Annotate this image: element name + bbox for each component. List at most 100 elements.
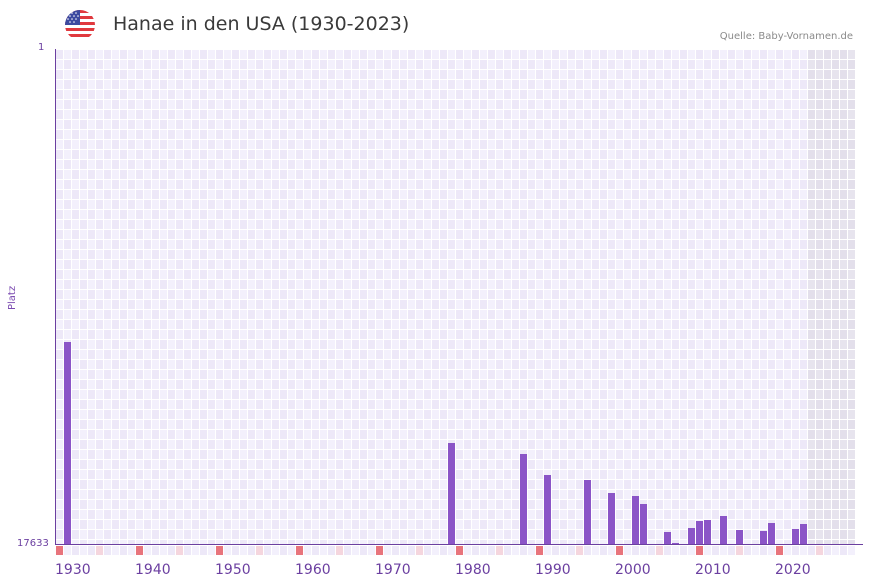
grid-cell — [192, 330, 199, 339]
grid-cell — [816, 510, 823, 519]
grid-cell — [88, 240, 95, 249]
grid-cell — [240, 160, 247, 169]
grid-cell — [64, 320, 71, 329]
grid-cell — [80, 80, 87, 89]
grid-cell — [336, 460, 343, 469]
grid-cell — [712, 460, 719, 469]
grid-cell — [240, 220, 247, 229]
grid-cell — [704, 60, 711, 69]
grid-cell — [288, 50, 295, 59]
grid-cell — [752, 50, 759, 59]
grid-cell — [104, 140, 111, 149]
grid-cell — [720, 60, 727, 69]
grid-cell — [592, 420, 599, 429]
grid-cell — [648, 370, 655, 379]
grid-cell — [544, 400, 551, 409]
grid-cell — [344, 100, 351, 109]
grid-cell — [384, 130, 391, 139]
grid-cell — [192, 390, 199, 399]
grid-cell — [248, 390, 255, 399]
grid-cell — [168, 440, 175, 449]
grid-cell — [568, 50, 575, 59]
grid-cell — [80, 330, 87, 339]
grid-cell — [104, 490, 111, 499]
grid-cell — [688, 440, 695, 449]
grid-cell — [400, 450, 407, 459]
grid-cell — [192, 240, 199, 249]
grid-cell — [536, 310, 543, 319]
grid-cell — [448, 240, 455, 249]
grid-cell — [448, 160, 455, 169]
grid-cell — [376, 370, 383, 379]
grid-cell — [88, 490, 95, 499]
grid-cell — [656, 150, 663, 159]
grid-cell — [168, 120, 175, 129]
grid-cell — [816, 360, 823, 369]
grid-cell — [704, 230, 711, 239]
grid-cell — [232, 210, 239, 219]
grid-cell — [672, 470, 679, 479]
grid-cell — [344, 520, 351, 529]
grid-cell — [328, 480, 335, 489]
grid-cell — [528, 410, 535, 419]
grid-cell — [144, 360, 151, 369]
grid-cell — [288, 220, 295, 229]
grid-cell — [160, 210, 167, 219]
grid-cell — [72, 440, 79, 449]
grid-cell — [408, 500, 415, 509]
grid-cell — [208, 150, 215, 159]
grid-cell — [680, 60, 687, 69]
grid-cell — [784, 70, 791, 79]
grid-cell — [464, 520, 471, 529]
grid-cell — [824, 180, 831, 189]
grid-cell — [520, 280, 527, 289]
grid-cell — [696, 320, 703, 329]
grid-cell — [736, 230, 743, 239]
grid-cell — [312, 70, 319, 79]
grid-cell — [640, 390, 647, 399]
grid-cell — [200, 130, 207, 139]
grid-cell — [312, 80, 319, 89]
grid-cell — [504, 180, 511, 189]
grid-cell — [368, 250, 375, 259]
grid-cell — [280, 460, 287, 469]
grid-cell — [120, 410, 127, 419]
grid-cell — [776, 340, 783, 349]
grid-cell — [712, 280, 719, 289]
grid-cell — [664, 480, 671, 489]
grid-cell — [288, 200, 295, 209]
grid-cell — [312, 150, 319, 159]
grid-cell — [848, 380, 855, 389]
grid-cell — [192, 280, 199, 289]
grid-cell — [496, 440, 503, 449]
grid-cell — [792, 360, 799, 369]
grid-cell — [760, 430, 767, 439]
grid-cell — [184, 220, 191, 229]
grid-cell — [104, 320, 111, 329]
grid-cell — [56, 450, 63, 459]
grid-cell — [544, 220, 551, 229]
grid-cell — [264, 90, 271, 99]
grid-cell — [432, 530, 439, 539]
grid-cell — [568, 320, 575, 329]
grid-cell — [120, 330, 127, 339]
grid-cell — [200, 400, 207, 409]
grid-cell — [584, 310, 591, 319]
grid-cell — [464, 300, 471, 309]
grid-cell — [288, 240, 295, 249]
grid-cell — [576, 410, 583, 419]
grid-cell — [712, 450, 719, 459]
grid-cell — [360, 150, 367, 159]
grid-cell — [432, 470, 439, 479]
grid-cell — [584, 300, 591, 309]
grid-cell — [216, 90, 223, 99]
grid-cell — [608, 50, 615, 59]
grid-cell — [360, 460, 367, 469]
grid-cell — [392, 190, 399, 199]
grid-cell — [248, 250, 255, 259]
grid-cell — [344, 210, 351, 219]
grid-cell — [240, 350, 247, 359]
grid-cell — [728, 250, 735, 259]
grid-cell — [72, 540, 79, 544]
grid-cell — [424, 330, 431, 339]
